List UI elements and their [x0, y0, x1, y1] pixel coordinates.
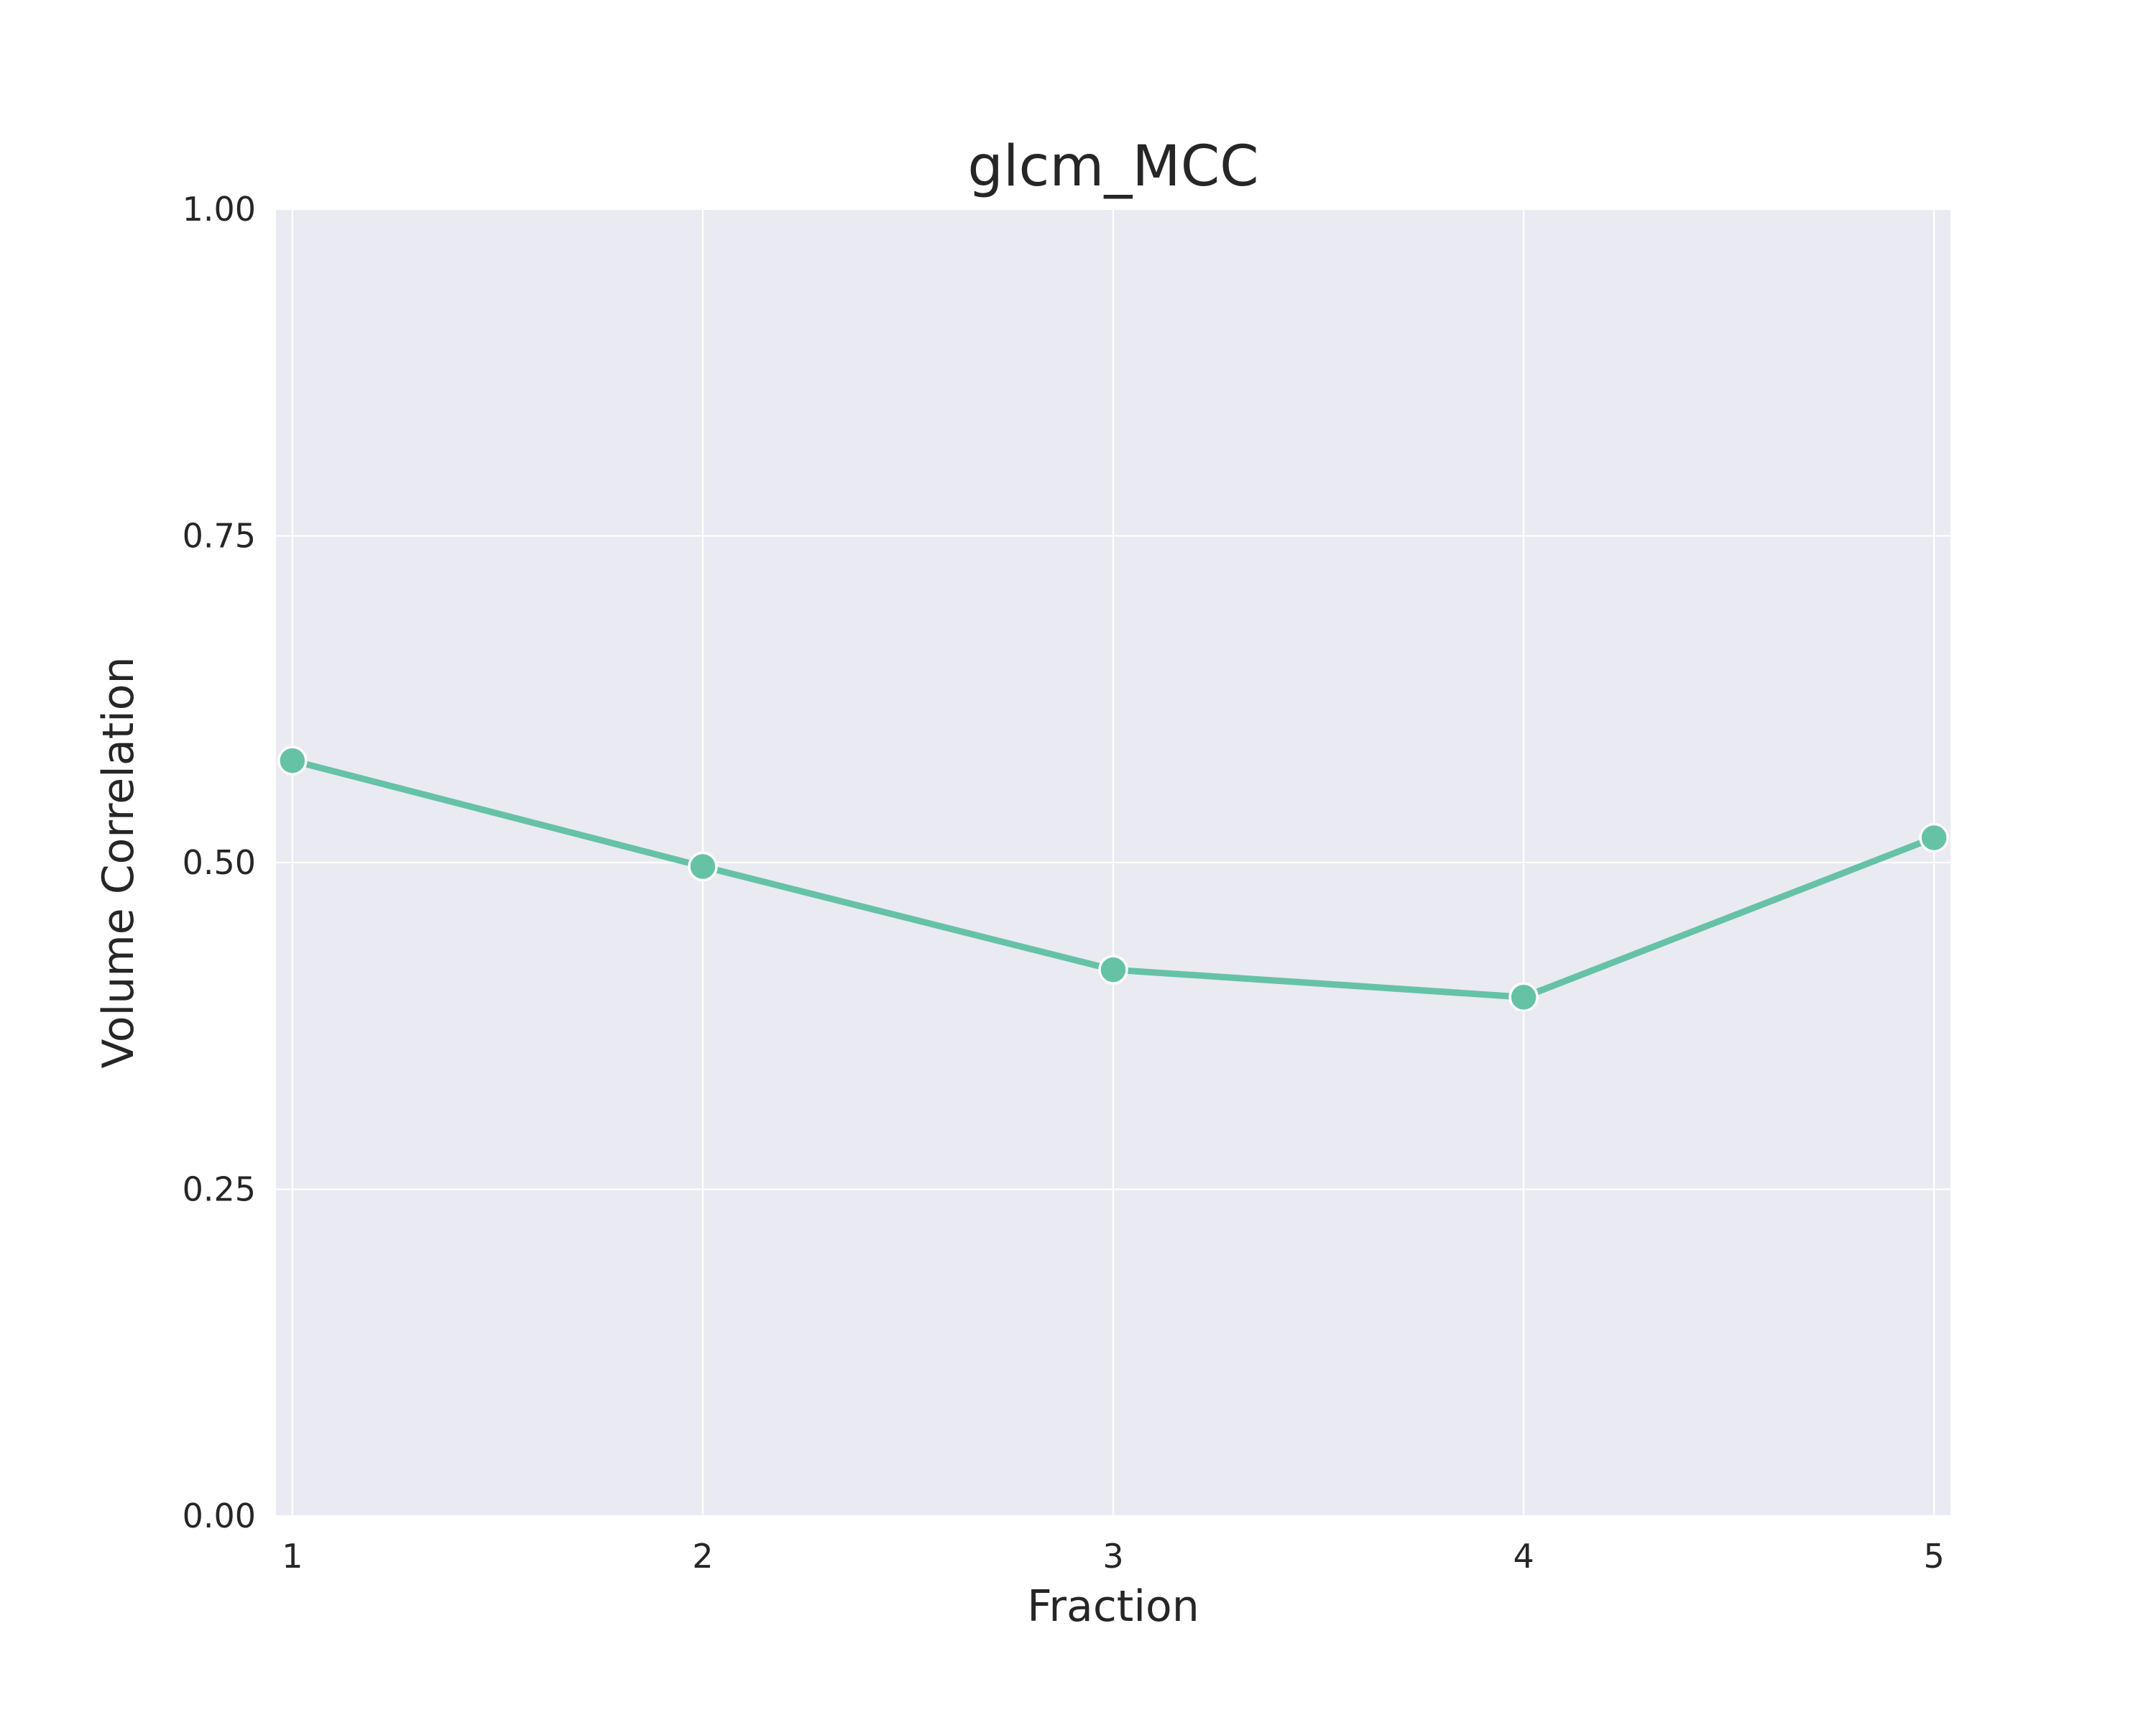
x-tick-label: 5 — [1924, 1537, 1945, 1576]
series-layer — [277, 745, 1949, 1013]
data-point — [1508, 982, 1539, 1013]
y-tick-label: 0.25 — [183, 1170, 256, 1209]
data-point — [277, 745, 308, 776]
x-tick-label: 2 — [692, 1537, 713, 1576]
y-tick-label: 0.00 — [183, 1497, 256, 1535]
tick-labels: 1 2 3 4 5 0.00 0.25 0.50 0.75 1.00 — [183, 190, 1945, 1576]
x-tick-label: 3 — [1102, 1537, 1123, 1576]
x-tick-label: 4 — [1513, 1537, 1534, 1576]
y-tick-label: 1.00 — [183, 190, 256, 229]
y-axis-label: Volume Correlation — [93, 656, 144, 1068]
x-tick-label: 1 — [282, 1537, 303, 1576]
x-axis-label: Fraction — [1027, 1581, 1199, 1632]
data-point — [1098, 955, 1128, 985]
y-tick-label: 0.75 — [183, 517, 256, 556]
data-point — [1919, 822, 1949, 853]
data-point — [688, 851, 718, 882]
chart-title: glcm_MCC — [967, 134, 1258, 199]
y-tick-label: 0.50 — [183, 843, 256, 882]
